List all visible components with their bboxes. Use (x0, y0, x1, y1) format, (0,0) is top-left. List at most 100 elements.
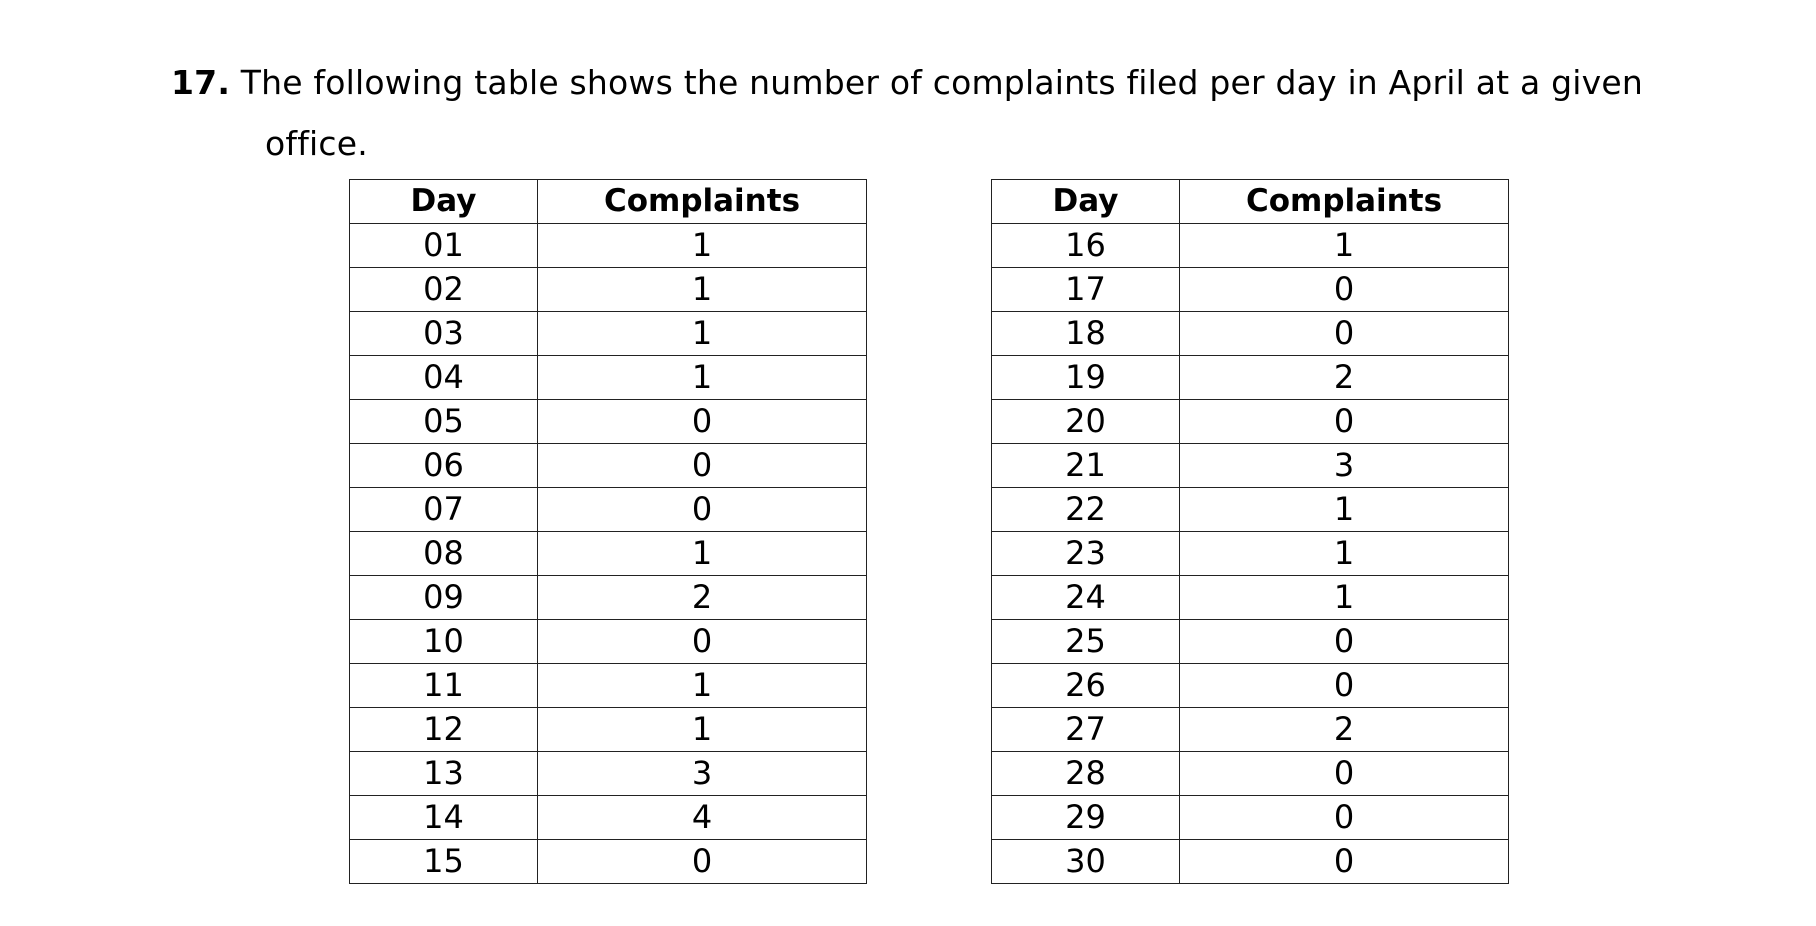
complaints-cell: 3 (537, 751, 867, 796)
table-header-row: Day Complaints (991, 179, 1509, 224)
day-cell: 08 (349, 531, 538, 576)
table-row: 23 1 (991, 531, 1509, 576)
day-cell: 03 (349, 311, 538, 356)
table-row: 05 0 (349, 399, 867, 444)
question-text: 17. The following table shows the number… (171, 52, 1711, 174)
complaints-cell: 1 (537, 355, 867, 400)
day-cell: 23 (991, 531, 1180, 576)
complaints-cell: 1 (1179, 531, 1509, 576)
complaints-cell: 1 (537, 707, 867, 752)
day-cell: 02 (349, 267, 538, 312)
table-row: 26 0 (991, 663, 1509, 708)
complaints-cell: 3 (1179, 443, 1509, 488)
complaints-cell: 1 (537, 663, 867, 708)
complaints-cell: 1 (1179, 487, 1509, 532)
day-cell: 19 (991, 355, 1180, 400)
complaints-cell: 0 (1179, 267, 1509, 312)
complaints-cell: 4 (537, 795, 867, 840)
complaints-cell: 0 (1179, 311, 1509, 356)
table-row: 06 0 (349, 443, 867, 488)
table-row: 14 4 (349, 795, 867, 840)
table-row: 01 1 (349, 223, 867, 268)
complaints-cell: 2 (1179, 355, 1509, 400)
day-cell: 28 (991, 751, 1180, 796)
complaints-table-right: Day Complaints 16 1 17 0 18 0 19 2 20 0 21 3 22 1 23 1 2… (991, 179, 1509, 884)
day-cell: 22 (991, 487, 1180, 532)
complaints-cell: 0 (1179, 839, 1509, 884)
day-cell: 13 (349, 751, 538, 796)
day-cell: 12 (349, 707, 538, 752)
day-cell: 25 (991, 619, 1180, 664)
complaints-cell: 0 (1179, 751, 1509, 796)
day-cell: 06 (349, 443, 538, 488)
day-cell: 15 (349, 839, 538, 884)
day-cell: 14 (349, 795, 538, 840)
table-row: 29 0 (991, 795, 1509, 840)
day-cell: 09 (349, 575, 538, 620)
table-row: 19 2 (991, 355, 1509, 400)
complaints-cell: 1 (1179, 223, 1509, 268)
complaints-cell: 1 (537, 267, 867, 312)
table-row: 30 0 (991, 839, 1509, 884)
table-row: 17 0 (991, 267, 1509, 312)
day-cell: 01 (349, 223, 538, 268)
table-row: 10 0 (349, 619, 867, 664)
table-row: 16 1 (991, 223, 1509, 268)
complaints-cell: 0 (537, 619, 867, 664)
complaints-cell: 1 (537, 531, 867, 576)
complaints-cell: 0 (537, 399, 867, 444)
day-cell: 04 (349, 355, 538, 400)
table-header-row: Day Complaints (349, 179, 867, 224)
table-row: 09 2 (349, 575, 867, 620)
day-cell: 20 (991, 399, 1180, 444)
complaints-table-left: Day Complaints 01 1 02 1 03 1 04 1 05 0 06 0 07 0 08 1 0… (349, 179, 867, 884)
day-cell: 18 (991, 311, 1180, 356)
table-row: 03 1 (349, 311, 867, 356)
day-cell: 16 (991, 223, 1180, 268)
day-cell: 29 (991, 795, 1180, 840)
complaints-cell: 0 (1179, 399, 1509, 444)
day-cell: 24 (991, 575, 1180, 620)
table-row: 20 0 (991, 399, 1509, 444)
table-row: 15 0 (349, 839, 867, 884)
day-cell: 30 (991, 839, 1180, 884)
complaints-cell: 1 (1179, 575, 1509, 620)
day-cell: 26 (991, 663, 1180, 708)
table-row: 07 0 (349, 487, 867, 532)
table-row: 11 1 (349, 663, 867, 708)
table-row: 21 3 (991, 443, 1509, 488)
table-row: 18 0 (991, 311, 1509, 356)
day-cell: 10 (349, 619, 538, 664)
day-cell: 21 (991, 443, 1180, 488)
complaints-cell: 0 (1179, 619, 1509, 664)
complaints-cell: 1 (537, 223, 867, 268)
complaints-cell: 0 (537, 487, 867, 532)
day-cell: 17 (991, 267, 1180, 312)
table-row: 28 0 (991, 751, 1509, 796)
table-row: 25 0 (991, 619, 1509, 664)
table-row: 13 3 (349, 751, 867, 796)
complaints-cell: 0 (1179, 663, 1509, 708)
table-row: 24 1 (991, 575, 1509, 620)
complaints-cell: 0 (1179, 795, 1509, 840)
day-cell: 07 (349, 487, 538, 532)
complaints-cell: 2 (1179, 707, 1509, 752)
complaints-cell: 0 (537, 839, 867, 884)
question-line-1: 17. The following table shows the number… (171, 52, 1711, 113)
header-complaints: Complaints (537, 179, 867, 224)
header-day: Day (349, 179, 538, 224)
complaints-cell: 1 (537, 311, 867, 356)
question-text-line1: The following table shows the number of … (230, 63, 1643, 102)
table-row: 04 1 (349, 355, 867, 400)
question-line-2: office. (265, 124, 368, 163)
table-row: 12 1 (349, 707, 867, 752)
table-row: 02 1 (349, 267, 867, 312)
day-cell: 11 (349, 663, 538, 708)
day-cell: 27 (991, 707, 1180, 752)
complaints-cell: 2 (537, 575, 867, 620)
question-number: 17. (171, 63, 231, 102)
table-row: 08 1 (349, 531, 867, 576)
day-cell: 05 (349, 399, 538, 444)
table-row: 22 1 (991, 487, 1509, 532)
header-day: Day (991, 179, 1180, 224)
